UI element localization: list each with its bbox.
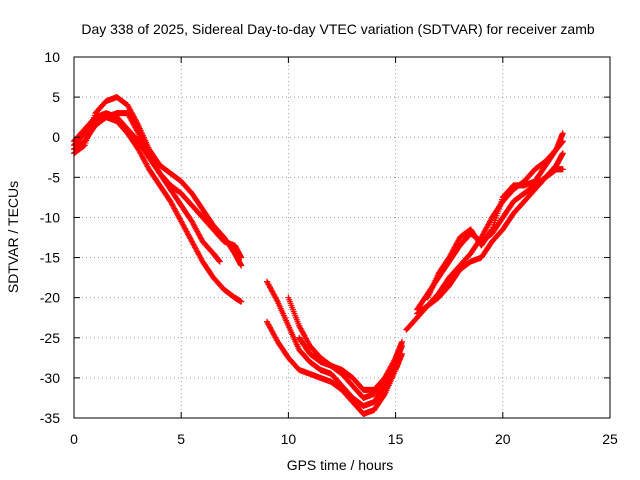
grid	[74, 57, 610, 418]
x-tick-label: 0	[70, 431, 78, 447]
y-tick-label: -30	[40, 370, 60, 386]
data-point	[392, 358, 399, 365]
y-tick-label: 0	[52, 129, 60, 145]
series-track-9	[403, 130, 566, 333]
series-track-8	[296, 334, 399, 393]
series-track-3	[71, 114, 245, 305]
x-tick-label: 15	[388, 431, 404, 447]
y-tick-label: -5	[48, 169, 61, 185]
data-point	[399, 338, 406, 345]
y-tick-labels: -35 -30 -25 -20 -15 -10 -5 0 5 10	[40, 49, 60, 426]
data-point	[559, 166, 566, 173]
plot-border	[73, 56, 611, 419]
chart-title: Day 338 of 2025, Sidereal Day-to-day VTE…	[81, 21, 594, 37]
x-tick-label: 10	[281, 431, 297, 447]
data-point	[238, 298, 245, 305]
x-tick-label: 5	[177, 431, 185, 447]
series-track-5	[263, 278, 406, 409]
series-track-10	[414, 166, 566, 313]
y-tick-label: -20	[40, 290, 60, 306]
series-track-6	[263, 318, 406, 417]
x-tick-label: 25	[602, 431, 618, 447]
x-tick-label: 20	[495, 431, 511, 447]
y-tick-label: -25	[40, 330, 60, 346]
y-tick-label: 10	[44, 49, 60, 65]
data-point	[559, 130, 566, 137]
axis-ticks	[73, 56, 611, 419]
data-point	[238, 262, 245, 269]
data-point	[391, 359, 398, 366]
data-point	[238, 254, 245, 261]
y-tick-label: -10	[40, 209, 60, 225]
x-axis-label: GPS time / hours	[287, 457, 394, 473]
data-series	[71, 94, 566, 417]
y-tick-label: 5	[52, 89, 60, 105]
data-point	[559, 150, 566, 157]
series-track-11	[424, 138, 566, 301]
data-point	[488, 227, 495, 234]
x-tick-labels: 0 5 10 15 20 25	[70, 431, 618, 447]
data-point	[559, 138, 566, 145]
y-axis-label: SDTVAR / TECUs	[5, 181, 21, 293]
y-tick-label: -35	[40, 410, 60, 426]
series-track-4	[71, 110, 223, 265]
y-tick-label: -15	[40, 250, 60, 266]
series-track-12	[414, 150, 566, 317]
data-point	[216, 258, 223, 265]
